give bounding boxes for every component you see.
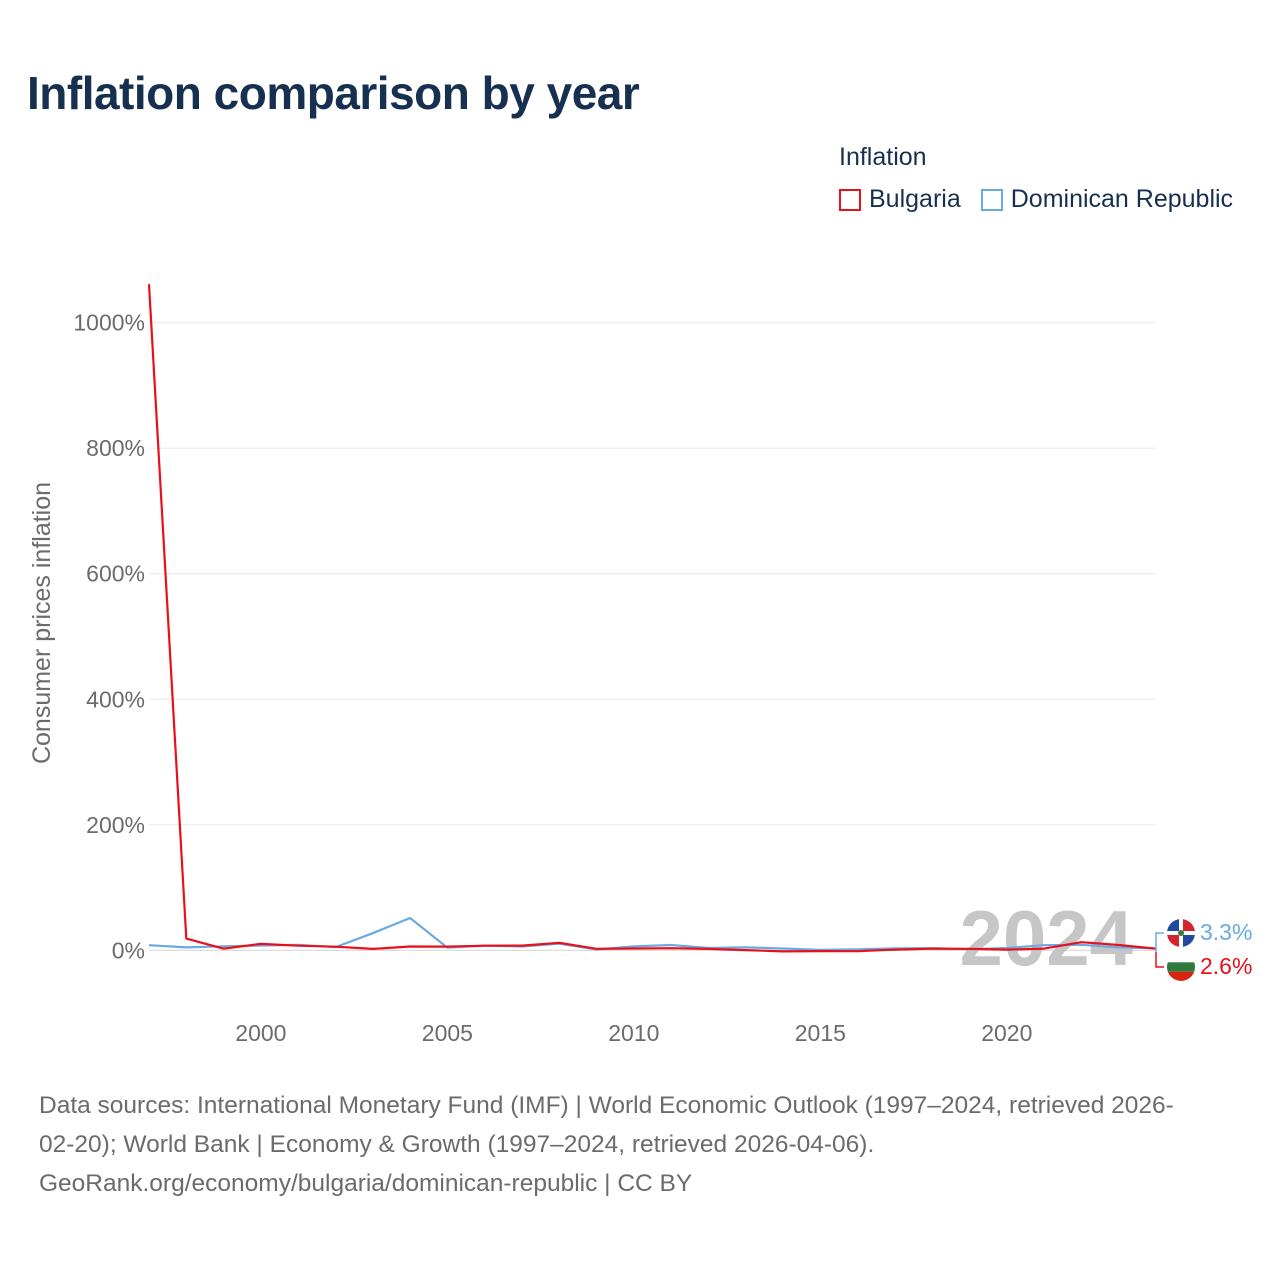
legend-item-dominican-republic[interactable]: Dominican Republic <box>980 185 1234 214</box>
chart-area: 0% 200% 400% 600% 800% 1000% 2000 2005 2010 2015… <box>28 284 1252 1046</box>
legend-swatch-dominican-republic <box>980 188 1003 211</box>
y-tick-label: 0% <box>112 937 145 963</box>
x-tick-label: 2020 <box>981 1020 1032 1046</box>
x-tick-label: 2015 <box>795 1020 846 1046</box>
x-tick-label: 2005 <box>422 1020 473 1046</box>
source-line-2: 02-20); World Bank | Economy & Growth (1… <box>39 1131 875 1158</box>
end-label-dominican-republic: 3.3% <box>1200 919 1252 945</box>
connector-dominican-republic <box>1155 932 1164 952</box>
series-group <box>147 284 1157 953</box>
y-ticks: 0% 200% 400% 600% 800% 1000% <box>73 310 145 964</box>
legend: Bulgaria Dominican Republic <box>839 185 1253 214</box>
legend-label-bulgaria: Bulgaria <box>869 185 961 213</box>
source-line-3[interactable]: GeoRank.org/economy/bulgaria/dominican-r… <box>39 1170 693 1197</box>
y-tick-label: 400% <box>86 686 145 712</box>
legend-title: Inflation <box>839 143 927 171</box>
source-line-1: Data sources: International Monetary Fun… <box>39 1092 1174 1119</box>
series-line-bulgaria[interactable] <box>147 284 1157 953</box>
x-tick-label: 2010 <box>608 1020 659 1046</box>
x-tick-label: 2000 <box>235 1020 286 1046</box>
year-watermark: 2024 <box>959 894 1133 982</box>
chart-title: Inflation comparison by year <box>27 67 640 119</box>
legend-swatch-bulgaria <box>839 188 861 211</box>
y-axis-label: Consumer prices inflation <box>28 482 56 764</box>
end-label-bulgaria: 2.6% <box>1200 953 1252 979</box>
grid <box>149 322 1156 951</box>
y-tick-label: 800% <box>86 435 145 461</box>
flag-bulgaria-icon <box>1167 953 1195 981</box>
flag-dominican-republic-icon <box>1167 919 1195 947</box>
y-tick-label: 600% <box>86 561 145 587</box>
legend-item-bulgaria[interactable]: Bulgaria <box>839 185 961 214</box>
connector-bulgaria <box>1155 952 1164 968</box>
x-ticks: 2000 2005 2010 2015 2020 <box>235 1020 1032 1046</box>
legend-label-dominican-republic: Dominican Republic <box>1010 185 1234 213</box>
data-source-note: Data sources: International Monetary Fun… <box>39 1086 1249 1203</box>
y-tick-label: 200% <box>86 812 145 838</box>
y-tick-label: 1000% <box>73 310 145 336</box>
end-markers: 3.3% 2.6% <box>1155 919 1252 981</box>
